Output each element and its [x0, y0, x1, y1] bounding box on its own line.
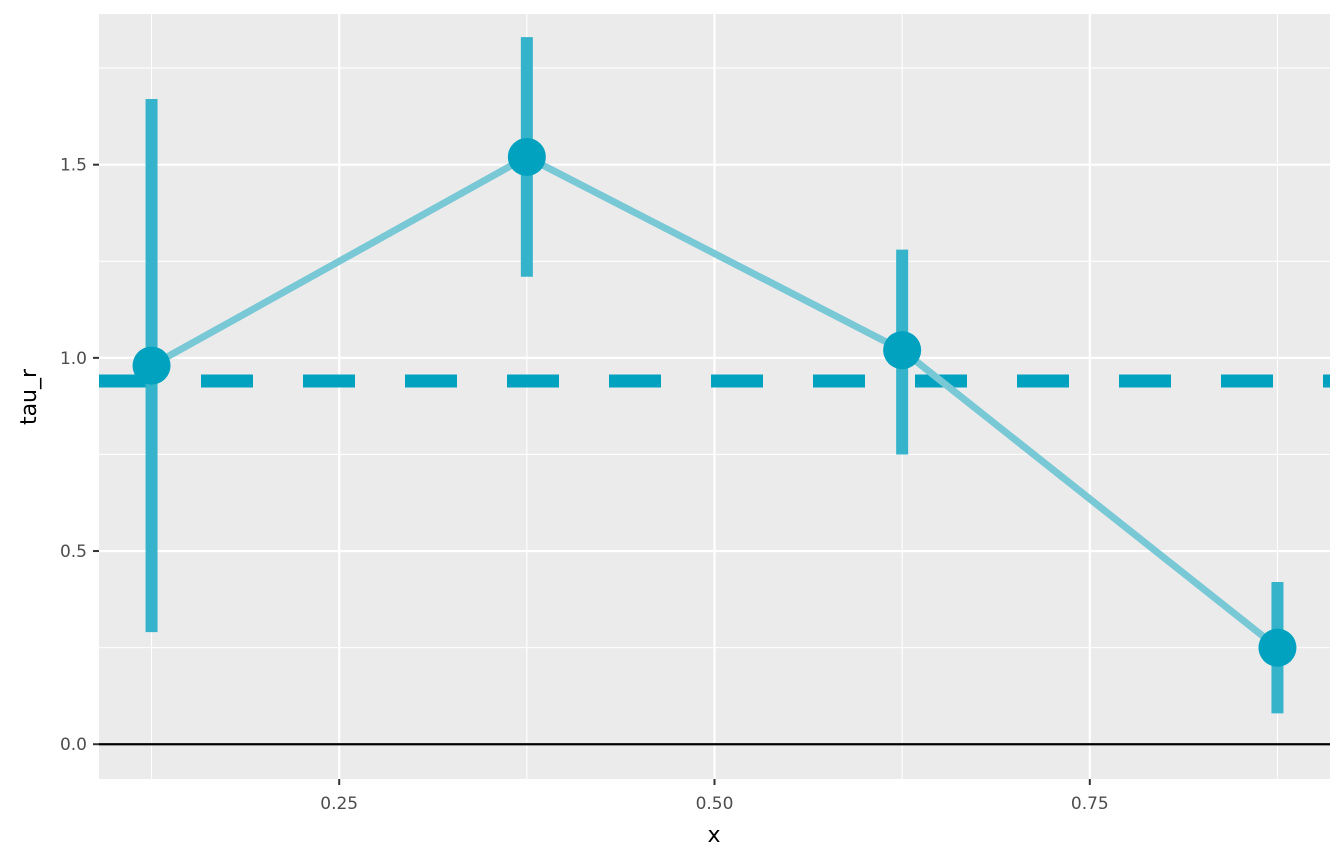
- series-line: [149, 153, 1280, 651]
- reference-lines: [99, 374, 1330, 746]
- y-axis-title: tau_r: [17, 368, 42, 425]
- y-tick-label: 0.0: [60, 735, 87, 755]
- data-point: [1258, 628, 1297, 667]
- x-axis-ticks: 0.25 0.50 0.75: [320, 779, 1109, 814]
- y-axis-ticks: 0.0 0.5 1.0 1.5: [60, 156, 99, 755]
- data-point: [132, 346, 171, 385]
- data-point: [883, 331, 922, 370]
- y-tick-label: 1.5: [60, 156, 87, 176]
- y-tick-label: 1.0: [60, 349, 87, 369]
- data-points: [132, 137, 1297, 667]
- x-tick-label: 0.25: [320, 794, 358, 814]
- x-tick-label: 0.75: [1071, 794, 1109, 814]
- x-axis-title: x: [707, 823, 720, 848]
- y-tick-label: 0.5: [60, 542, 87, 562]
- x-tick-label: 0.50: [696, 794, 734, 814]
- data-point: [507, 137, 546, 176]
- series-line-group: [149, 153, 1280, 651]
